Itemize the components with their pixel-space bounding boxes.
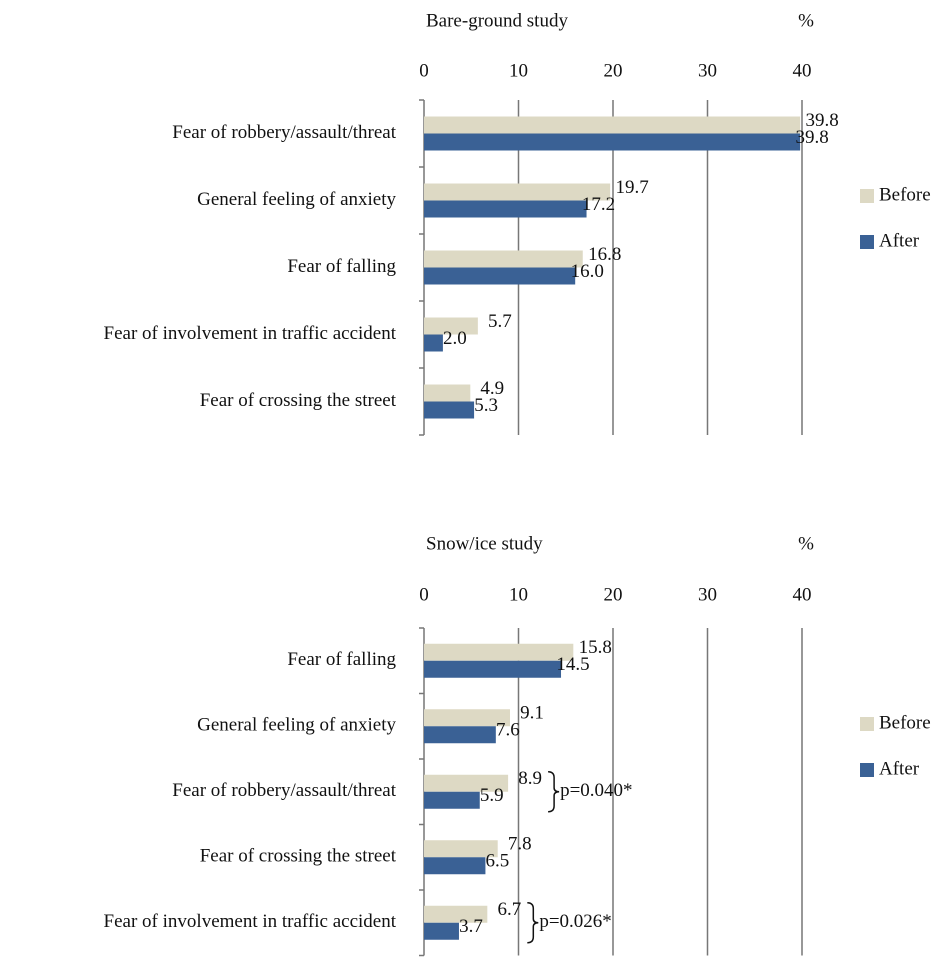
brace <box>527 902 539 944</box>
x-tick-label: 20 <box>604 60 623 81</box>
category-label: General feeling of anxiety <box>197 715 396 736</box>
value-label: 5.3 <box>474 395 498 416</box>
value-label: 7.8 <box>508 834 532 855</box>
bar <box>424 250 583 268</box>
unit-label: % <box>798 10 814 31</box>
value-label: 8.9 <box>518 768 542 789</box>
value-label: 4.9 <box>480 378 504 399</box>
bar <box>424 857 486 875</box>
category-label: Fear of falling <box>287 256 396 277</box>
value-label: 19.7 <box>616 177 649 198</box>
legend-label: Before <box>879 712 931 733</box>
bar <box>424 200 587 218</box>
category-label: General feeling of anxiety <box>197 189 396 210</box>
bar <box>424 922 459 940</box>
legend-swatch <box>860 189 874 203</box>
bar <box>424 840 498 858</box>
bar <box>424 317 478 335</box>
value-label: 6.5 <box>486 851 510 872</box>
x-tick-label: 10 <box>509 60 528 81</box>
value-label: 17.2 <box>582 194 615 215</box>
value-label: 15.8 <box>579 637 612 658</box>
value-label: 39.8 <box>805 110 838 131</box>
legend-label: After <box>879 758 920 779</box>
category-label: Fear of falling <box>287 649 396 670</box>
brace <box>548 771 560 813</box>
bar <box>424 183 611 201</box>
value-label: 16.8 <box>588 244 621 265</box>
annotation: p=0.026* <box>539 911 611 932</box>
x-tick-label: 30 <box>698 60 717 81</box>
unit-label: % <box>798 533 814 554</box>
x-tick-label: 30 <box>698 584 717 605</box>
bar <box>424 334 443 352</box>
bar <box>424 660 562 678</box>
category-label: Fear of robbery/assault/threat <box>172 122 396 143</box>
value-label: 6.7 <box>497 899 521 920</box>
annotation: p=0.040* <box>560 780 632 801</box>
category-label: Fear of involvement in traffic accident <box>104 323 397 344</box>
value-label: 2.0 <box>443 328 467 349</box>
x-tick-label: 20 <box>604 584 623 605</box>
value-label: 7.6 <box>496 720 520 741</box>
chart-title: Snow/ice study <box>426 533 543 554</box>
x-tick-label: 0 <box>419 60 429 81</box>
category-label: Fear of robbery/assault/threat <box>172 780 396 801</box>
legend-swatch <box>860 763 874 777</box>
value-label: 9.1 <box>520 703 544 724</box>
legend-swatch <box>860 235 874 249</box>
value-label: 3.7 <box>459 916 483 937</box>
legend-swatch <box>860 717 874 731</box>
bar <box>424 726 496 744</box>
x-tick-label: 10 <box>509 584 528 605</box>
bar <box>424 791 480 809</box>
value-label: 5.9 <box>480 785 504 806</box>
bar <box>424 774 509 792</box>
value-label: 5.7 <box>488 311 512 332</box>
category-label: Fear of crossing the street <box>200 846 397 867</box>
x-tick-label: 40 <box>793 584 812 605</box>
x-tick-label: 40 <box>793 60 812 81</box>
category-label: Fear of crossing the street <box>200 390 397 411</box>
legend-label: After <box>879 230 920 251</box>
bar <box>424 267 576 285</box>
category-label: Fear of involvement in traffic accident <box>104 911 397 932</box>
bar <box>424 709 510 727</box>
value-label: 14.5 <box>556 654 589 675</box>
value-label: 16.0 <box>571 261 604 282</box>
bar <box>424 905 488 923</box>
value-label: 39.8 <box>795 127 828 148</box>
bar <box>424 401 475 419</box>
bar <box>424 384 471 402</box>
x-tick-label: 0 <box>419 584 429 605</box>
bar <box>424 133 801 151</box>
chart-title: Bare-ground study <box>426 10 568 31</box>
legend-label: Before <box>879 184 931 205</box>
bar <box>424 116 801 134</box>
bar <box>424 643 574 661</box>
